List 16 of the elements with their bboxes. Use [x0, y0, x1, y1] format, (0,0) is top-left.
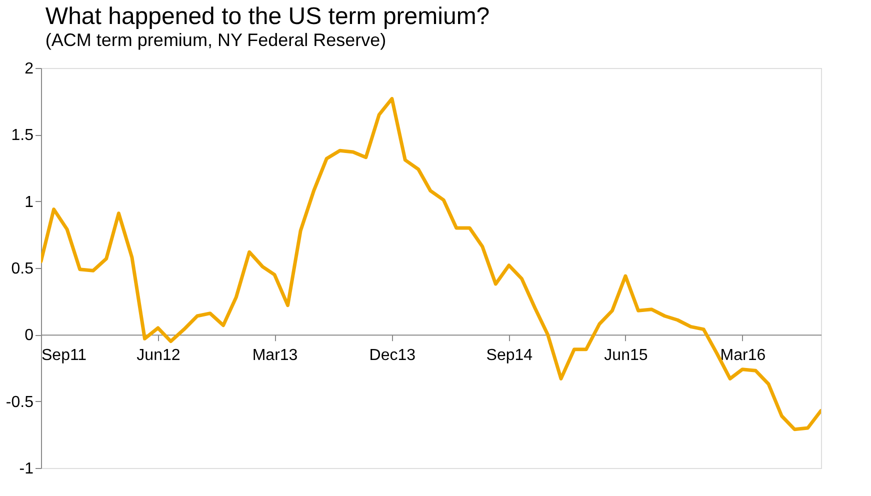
- x-tick-label: Dec13: [369, 347, 416, 364]
- x-tick-label: Mar13: [252, 347, 298, 364]
- x-tick-label: Jun15: [604, 347, 648, 364]
- y-tick-label: 1.5: [11, 127, 34, 144]
- chart-title: What happened to the US term premium?: [45, 3, 490, 30]
- x-tick-label: Jun12: [136, 347, 180, 364]
- y-tick-label: 1: [24, 194, 34, 211]
- y-tick-label: -1: [19, 460, 34, 478]
- x-tick-label: Mar16: [720, 347, 766, 364]
- y-tick-label: 0.5: [11, 260, 34, 278]
- x-tick-label: Sep11: [42, 347, 87, 364]
- x-tick-label: Sep14: [486, 347, 533, 364]
- y-tick-label: -0.5: [6, 394, 34, 411]
- chart-subtitle: (ACM term premium, NY Federal Reserve): [45, 30, 386, 50]
- y-tick-label: 2: [24, 60, 34, 78]
- y-tick-label: 0: [24, 327, 34, 344]
